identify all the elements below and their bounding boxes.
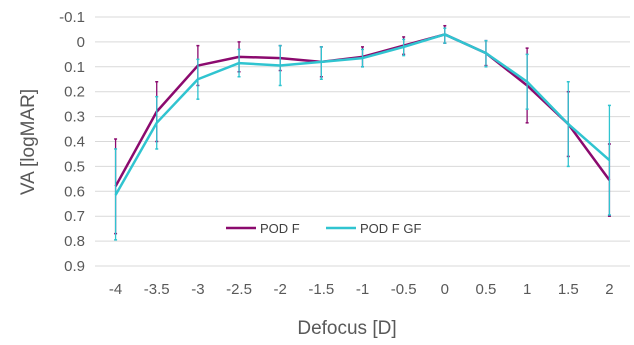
x-tick-label: -1: [356, 281, 369, 298]
y-tick-label: 0.2: [64, 84, 85, 101]
x-tick-label: 0.5: [476, 281, 497, 298]
y-tick-label: 0: [77, 34, 85, 51]
x-tick-label: 1.5: [558, 281, 579, 298]
y-tick-label: 0.5: [64, 158, 85, 175]
y-tick-label: 0.1: [64, 59, 85, 76]
x-axis-ticks: -4 -3.5 -3 -2.5 -2 -1.5 -1 -0.5 0 0.5 1 1.5 2: [109, 281, 614, 298]
y-tick-label: 0.9: [64, 258, 85, 275]
y-tick-label: 0.3: [64, 109, 85, 126]
y-tick-label: -0.1: [59, 9, 85, 26]
legend-label-pod-f-gf: POD F GF: [360, 221, 421, 236]
y-axis-title: VA [logMAR]: [18, 89, 39, 195]
x-tick-label: -4: [109, 281, 122, 298]
gridlines: [95, 16, 630, 267]
series-line: [114, 33, 611, 196]
x-tick-label: -2: [274, 281, 287, 298]
x-axis-title: Defocus [D]: [297, 318, 396, 339]
series-pod-f-gf: [114, 27, 611, 241]
x-tick-label: 0: [441, 281, 449, 298]
x-tick-label: -3: [191, 281, 204, 298]
y-axis-ticks: -0.1 0 0.1 0.2 0.3 0.4 0.5 0.6 0.7 0.8 0.9: [59, 9, 85, 275]
x-tick-label: 1: [523, 281, 531, 298]
y-tick-label: 0.7: [64, 208, 85, 225]
y-tick-label: 0.6: [64, 183, 85, 200]
x-tick-label: 2: [605, 281, 613, 298]
x-tick-label: -2.5: [226, 281, 252, 298]
legend-label-pod-f: POD F: [260, 221, 300, 236]
y-tick-label: 0.8: [64, 233, 85, 250]
legend: POD F POD F GF: [226, 221, 421, 236]
x-tick-label: -1.5: [308, 281, 334, 298]
x-tick-label: -0.5: [391, 281, 417, 298]
series-layer: [114, 24, 611, 241]
y-tick-label: 0.4: [64, 134, 85, 151]
x-tick-label: -3.5: [144, 281, 170, 298]
